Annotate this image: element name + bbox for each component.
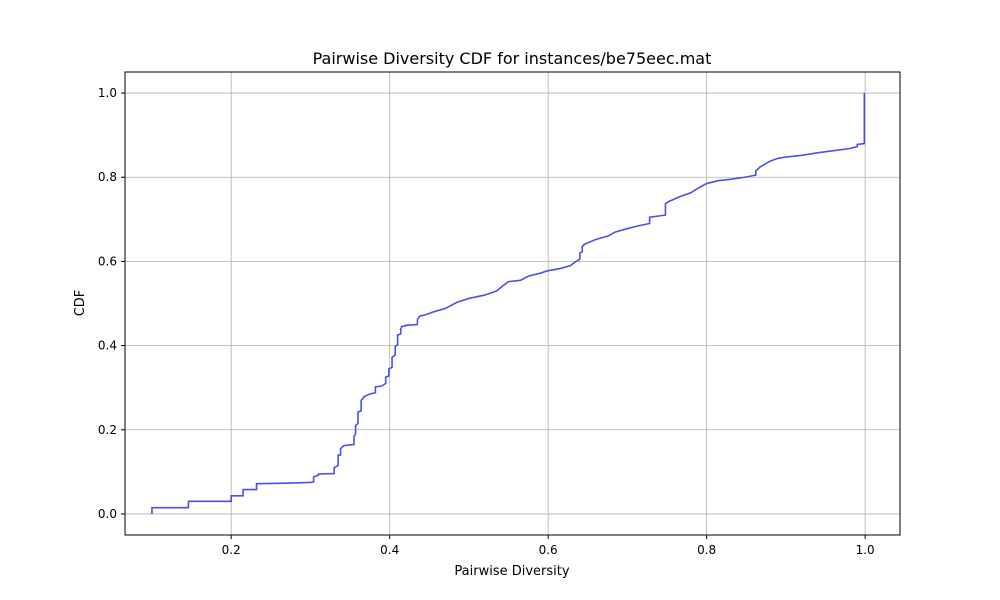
x-axis-label: Pairwise Diversity <box>454 564 569 579</box>
x-tick-label: 0.6 <box>539 543 558 557</box>
grid <box>125 72 900 535</box>
axis-ticks: 0.2 0.4 0.6 0.8 1.0 0.0 0.2 0.4 0.6 0.8 1.0 <box>98 86 875 557</box>
y-axis-label: CDF <box>73 290 88 317</box>
x-tick-label: 1.0 <box>856 543 875 557</box>
chart-title: Pairwise Diversity CDF for instances/be7… <box>313 49 712 68</box>
y-tick-label: 0.8 <box>98 170 117 184</box>
y-tick-label: 0.6 <box>98 254 117 268</box>
cdf-series-line <box>151 93 866 514</box>
x-tick-label: 0.2 <box>222 543 241 557</box>
series-layer <box>151 93 866 514</box>
y-tick-label: 0.4 <box>98 339 117 353</box>
x-tick-label: 0.4 <box>380 543 399 557</box>
y-tick-label: 0.0 <box>98 507 117 521</box>
y-tick-label: 1.0 <box>98 86 117 100</box>
x-tick-label: 0.8 <box>697 543 716 557</box>
plot-area-frame <box>124 71 901 536</box>
y-tick-label: 0.2 <box>98 423 117 437</box>
